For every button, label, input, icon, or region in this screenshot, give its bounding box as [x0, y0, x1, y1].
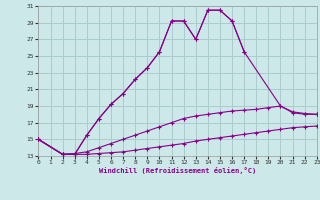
X-axis label: Windchill (Refroidissement éolien,°C): Windchill (Refroidissement éolien,°C) [99, 167, 256, 174]
